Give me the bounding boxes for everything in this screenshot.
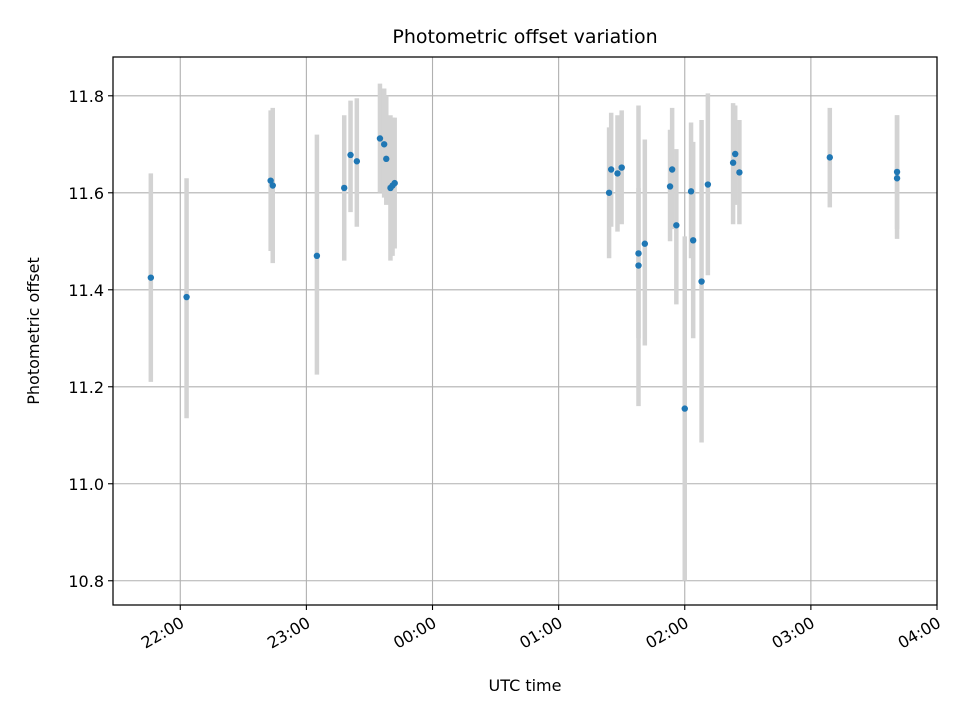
data-point <box>605 189 613 196</box>
data-point <box>635 250 642 257</box>
y-tick-label: 11.6 <box>68 184 104 203</box>
data-point <box>347 151 354 159</box>
data-point <box>681 405 688 412</box>
data-point <box>689 237 697 244</box>
y-tick-label: 11.4 <box>68 281 104 300</box>
y-axis-label: Photometric offset <box>24 257 43 405</box>
data-point <box>313 252 321 260</box>
data-point <box>666 183 674 190</box>
y-tick-label: 11.8 <box>68 87 104 106</box>
data-point <box>147 274 155 281</box>
data-point <box>641 240 649 247</box>
data-point <box>893 168 901 176</box>
y-tick-label: 10.8 <box>68 572 104 591</box>
data-point <box>687 188 695 195</box>
y-axis-ticks: 10.8 11.0 11.2 11.4 11.6 11.8 <box>68 87 113 591</box>
data-point <box>183 293 190 301</box>
data-point <box>826 154 833 161</box>
data-point <box>893 175 901 182</box>
data-point <box>269 182 276 189</box>
y-tick-label: 11.0 <box>68 475 104 494</box>
data-point <box>704 181 712 188</box>
data-point <box>607 166 615 173</box>
data-point <box>673 222 680 229</box>
plot-frame <box>112 56 938 606</box>
data-points <box>147 135 901 412</box>
data-point <box>380 141 388 148</box>
data-point <box>391 179 398 187</box>
data-point <box>341 184 348 192</box>
y-tick-label: 11.2 <box>68 378 104 397</box>
data-point <box>732 150 739 158</box>
data-point <box>736 169 743 176</box>
data-point <box>668 166 676 173</box>
data-point <box>267 177 274 184</box>
x-axis-label: UTC time <box>489 676 562 695</box>
data-point <box>383 155 390 163</box>
data-point <box>614 170 621 177</box>
chart-title: Photometric offset variation <box>392 26 657 48</box>
data-point <box>698 278 705 285</box>
data-point <box>353 158 361 165</box>
data-point <box>635 262 642 269</box>
data-point <box>618 164 625 171</box>
data-point <box>376 135 384 142</box>
data-point <box>729 159 737 166</box>
